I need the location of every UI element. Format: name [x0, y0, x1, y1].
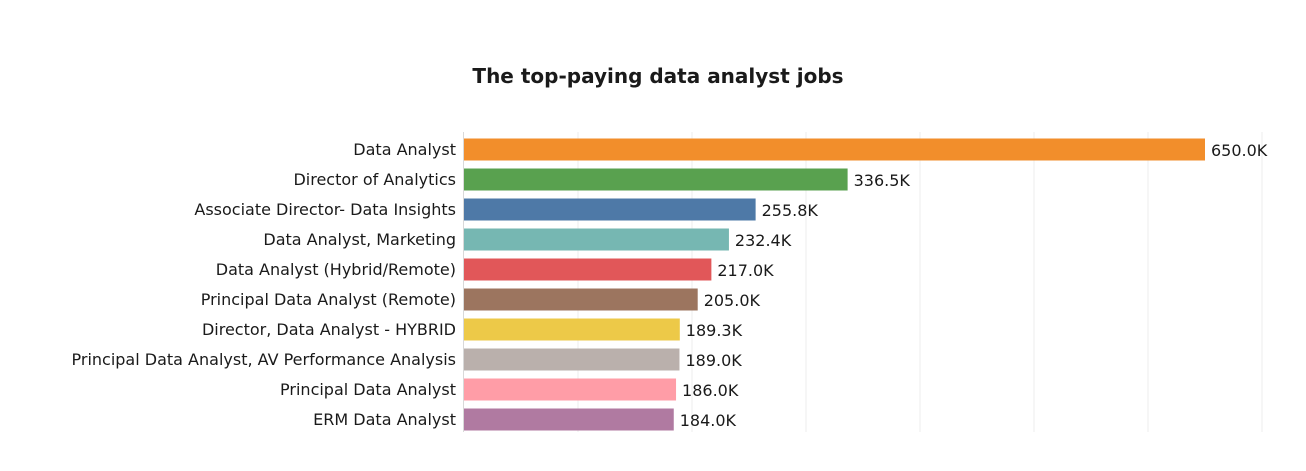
value-label-6: 205.0K — [704, 291, 761, 310]
value-label-4: 232.4K — [735, 231, 792, 250]
bar-2[interactable] — [464, 168, 848, 191]
bars — [464, 138, 1205, 431]
value-label-2: 336.5K — [854, 171, 911, 190]
value-label-8: 189.0K — [685, 351, 742, 370]
value-label-9: 186.0K — [682, 381, 739, 400]
value-label-7: 189.3K — [686, 321, 743, 340]
bar-5[interactable] — [464, 258, 712, 281]
bar-1[interactable] — [464, 138, 1205, 161]
bar-4[interactable] — [464, 228, 729, 251]
category-label-5: Data Analyst (Hybrid/Remote) — [216, 260, 456, 279]
chart-title: The top-paying data analyst jobs — [472, 64, 844, 88]
category-label-3: Associate Director- Data Insights — [194, 200, 456, 219]
category-label-1: Data Analyst — [353, 140, 456, 159]
category-label-10: ERM Data Analyst — [313, 410, 456, 429]
value-label-1: 650.0K — [1211, 141, 1268, 160]
value-label-10: 184.0K — [680, 411, 737, 430]
bar-9[interactable] — [464, 378, 677, 401]
category-label-6: Principal Data Analyst (Remote) — [201, 290, 456, 309]
bar-10[interactable] — [464, 408, 674, 431]
bar-3[interactable] — [464, 198, 756, 221]
category-labels: Data Analyst Director of Analytics Associa… — [72, 140, 457, 429]
value-label-3: 255.8K — [762, 201, 819, 220]
bar-6[interactable] — [464, 288, 698, 311]
category-label-9: Principal Data Analyst — [280, 380, 456, 399]
bar-8[interactable] — [464, 348, 680, 371]
value-label-5: 217.0K — [717, 261, 774, 280]
category-label-7: Director, Data Analyst - HYBRID — [202, 320, 456, 339]
bar-7[interactable] — [464, 318, 680, 341]
category-label-4: Data Analyst, Marketing — [263, 230, 456, 249]
value-labels: 650.0K 336.5K 255.8K 232.4K 217.0K 205.0K 189.… — [680, 141, 1268, 430]
category-label-8: Principal Data Analyst, AV Performance A… — [72, 350, 457, 369]
category-label-2: Director of Analytics — [293, 170, 456, 189]
